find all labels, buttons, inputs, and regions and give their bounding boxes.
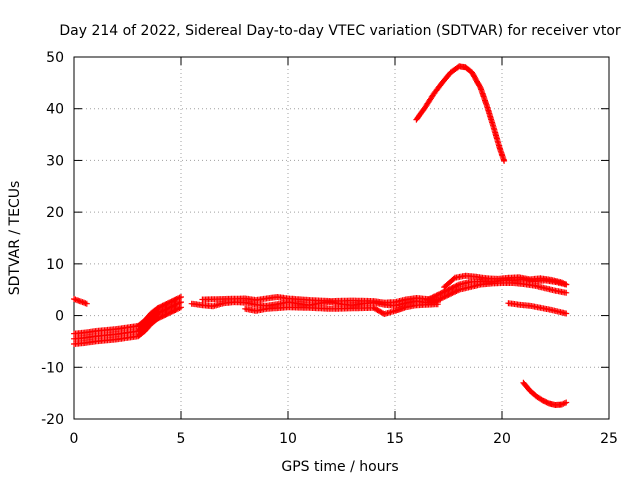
x-tick-label: 0 xyxy=(70,431,79,447)
series-track-negative xyxy=(520,379,570,408)
series-track-evening-b xyxy=(424,280,570,306)
y-tick-label: 10 xyxy=(46,257,64,273)
data-point-markers xyxy=(199,294,441,306)
y-tick-label: 0 xyxy=(55,309,64,325)
y-tick-label: -20 xyxy=(41,412,64,428)
data-point-markers xyxy=(71,294,184,337)
x-tick-label: 15 xyxy=(386,431,404,447)
data-point-markers xyxy=(520,379,570,408)
x-axis-label: GPS time / hours xyxy=(281,459,398,475)
data-point-markers xyxy=(71,299,184,342)
data-point-markers xyxy=(71,304,184,347)
y-axis-label: SDTVAR / TECUs xyxy=(7,181,23,296)
y-tick-label: 50 xyxy=(46,50,64,66)
y-tick-label: 30 xyxy=(46,153,64,169)
data-point-markers xyxy=(71,296,90,307)
y-tick-label: -10 xyxy=(41,360,64,376)
series-track-midday-b xyxy=(199,294,441,306)
grid-lines xyxy=(74,57,609,419)
series-track-band-mid xyxy=(71,299,184,342)
data-point-markers xyxy=(242,301,441,317)
plot-frame xyxy=(73,56,610,420)
series-track-late-low xyxy=(505,300,570,317)
data-points xyxy=(71,63,570,408)
axis-ticks: 0 5 10 15 20 25 -20 -10 0 10 20 30 40 50 xyxy=(41,50,618,447)
series-track-band-high xyxy=(71,294,184,337)
series-track-early xyxy=(71,296,90,307)
x-tick-label: 25 xyxy=(600,431,618,447)
series-track-band-low xyxy=(71,304,184,347)
data-point-markers xyxy=(413,63,508,164)
x-tick-label: 5 xyxy=(177,431,186,447)
data-point-markers xyxy=(441,272,570,291)
x-tick-label: 20 xyxy=(493,431,511,447)
data-point-markers xyxy=(424,280,570,306)
series-track-peak xyxy=(413,63,508,164)
y-tick-label: 20 xyxy=(46,205,64,221)
series-track-evening-c xyxy=(441,272,570,291)
series-track-midday-c xyxy=(242,301,441,317)
data-point-markers xyxy=(505,300,570,317)
chart-title: Day 214 of 2022, Sidereal Day-to-day VTE… xyxy=(59,23,621,39)
y-tick-label: 40 xyxy=(46,102,64,118)
x-tick-label: 10 xyxy=(279,431,297,447)
